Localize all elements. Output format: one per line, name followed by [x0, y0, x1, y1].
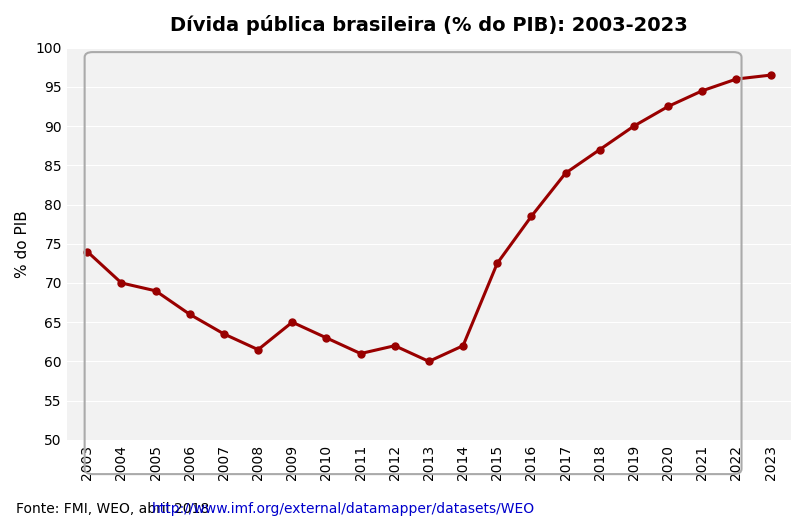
- Title: Dívida pública brasileira (% do PIB): 2003-2023: Dívida pública brasileira (% do PIB): 20…: [170, 15, 688, 35]
- Y-axis label: % do PIB: % do PIB: [15, 210, 30, 278]
- Text: http://www.imf.org/external/datamapper/datasets/WEO: http://www.imf.org/external/datamapper/d…: [152, 502, 534, 516]
- Text: Fonte: FMI, WEO, abril 2018: Fonte: FMI, WEO, abril 2018: [16, 502, 214, 516]
